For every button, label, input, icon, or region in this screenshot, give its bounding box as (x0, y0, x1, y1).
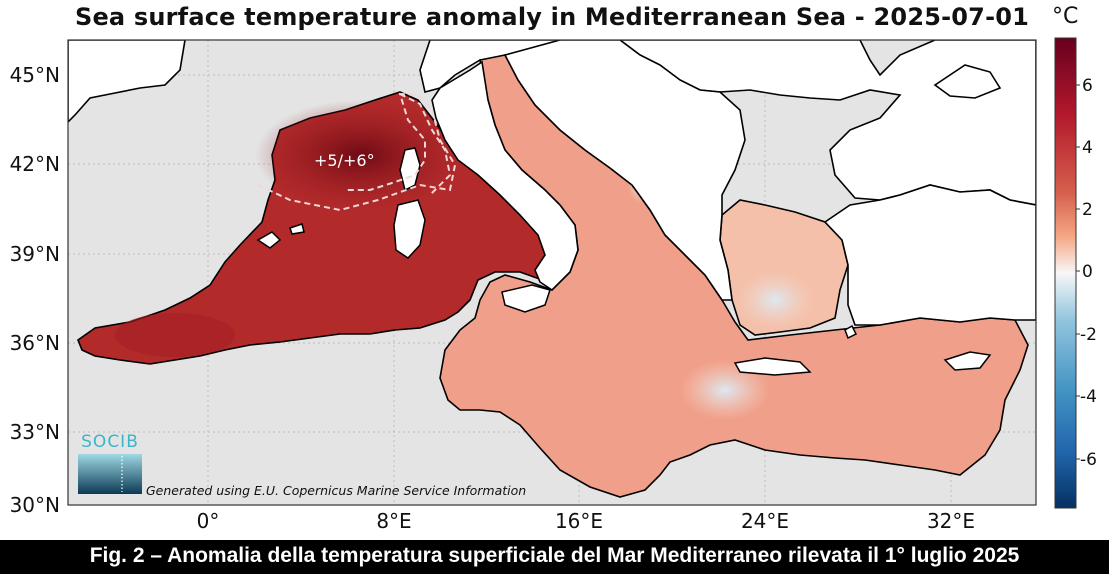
socib-logo (78, 454, 142, 494)
colorbar-tick-label: -6 (1080, 450, 1097, 470)
socib-logo-text: SOCIB (81, 432, 139, 452)
island-crete (733, 357, 812, 376)
lon-tick-label: 0° (197, 509, 220, 533)
land-western-europe (68, 40, 186, 124)
land-crimea (933, 64, 1002, 99)
island-corsica (399, 147, 421, 192)
anomaly-annotation: +5/+6° (314, 151, 375, 170)
lon-tick-label: 16°E (555, 509, 603, 533)
island-cyprus (943, 351, 992, 371)
map-figure: 45°N 42°N 39°N 36°N 33°N 30°N 0° 8°E 16°… (10, 37, 1097, 533)
lat-tick-label: 36°N (10, 331, 60, 355)
map-title: Sea surface temperature anomaly in Medit… (74, 3, 1030, 31)
colorbar-tick-label: 6 (1082, 76, 1093, 96)
land-italy (431, 60, 579, 292)
anomaly-contour-inner (399, 93, 452, 196)
lat-axis: 45°N 42°N 39°N 36°N 33°N 30°N (10, 63, 60, 517)
lat-tick-label: 45°N (10, 63, 60, 87)
data-credit: Generated using E.U. Copernicus Marine S… (146, 483, 527, 498)
lon-tick-label: 32°E (927, 509, 975, 533)
island-balearics (256, 223, 305, 249)
land-anatolia (823, 184, 1036, 326)
colorbar-tick-label: -2 (1080, 325, 1097, 345)
colorbar-tick-label: -4 (1080, 387, 1097, 407)
colorbar-unit: °C (1052, 4, 1079, 29)
colorbar (1054, 37, 1077, 509)
figure-caption: Fig. 2 – Anomalia della temperatura supe… (0, 540, 1109, 574)
colorbar-ticks: 6 4 2 0 -2 -4 -6 (1076, 76, 1097, 470)
peninsulas (431, 40, 1036, 326)
lat-tick-label: 33°N (10, 420, 60, 444)
islands (256, 147, 992, 376)
lon-tick-label: 24°E (741, 509, 789, 533)
lat-tick-label: 39°N (10, 242, 60, 266)
lon-tick-label: 8°E (376, 509, 411, 533)
colorbar-tick-label: 0 (1082, 262, 1093, 282)
lat-tick-label: 30°N (10, 493, 60, 517)
colorbar-tick-label: 2 (1082, 200, 1093, 220)
island-sicily (501, 284, 551, 313)
lat-tick-label: 42°N (10, 152, 60, 176)
land-balkans (503, 40, 746, 301)
lon-axis: 0° 8°E 16°E 24°E 32°E (197, 509, 975, 533)
island-sardinia (393, 199, 426, 259)
island-rhodes (844, 324, 858, 340)
colorbar-tick-label: 4 (1082, 138, 1093, 158)
map-frame (67, 39, 1037, 506)
